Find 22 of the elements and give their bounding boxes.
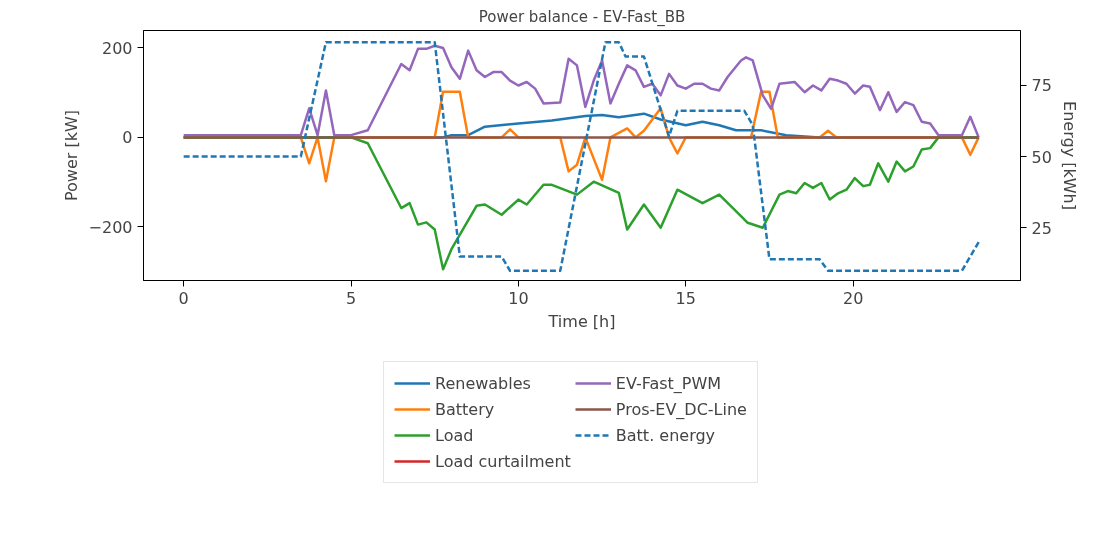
legend-label: Load curtailment	[435, 450, 571, 472]
x-tick-label: 15	[675, 288, 696, 308]
y2-tick-label: 50	[1031, 147, 1052, 167]
x-tick-label: 5	[345, 288, 357, 308]
legend-label: Battery	[435, 398, 495, 420]
y-axis-title: Power [kW]	[61, 109, 81, 202]
y2-tick-label: 25	[1031, 218, 1052, 238]
x-axis-title: Time [h]	[547, 311, 616, 331]
y-tick-label: 0	[122, 128, 133, 148]
legend-label: Renewables	[435, 372, 531, 394]
legend-label: Load	[435, 424, 474, 446]
x-tick-label: 0	[178, 288, 189, 308]
y2-tick-label: 75	[1031, 76, 1052, 96]
x-tick-label: 20	[842, 288, 864, 308]
y-tick-label: 200	[101, 38, 133, 58]
x-tick-label: 10	[508, 288, 529, 308]
legend-label: EV-Fast_PWM	[615, 372, 722, 394]
legend-label: Pros-EV_DC-Line	[615, 398, 747, 420]
chart-title: Power balance - EV-Fast_BB	[478, 7, 686, 27]
y-tick-label: −200	[88, 217, 133, 237]
y2-axis-title: Energy [kWh]	[1059, 101, 1079, 210]
legend-label: Batt. energy	[615, 424, 716, 446]
